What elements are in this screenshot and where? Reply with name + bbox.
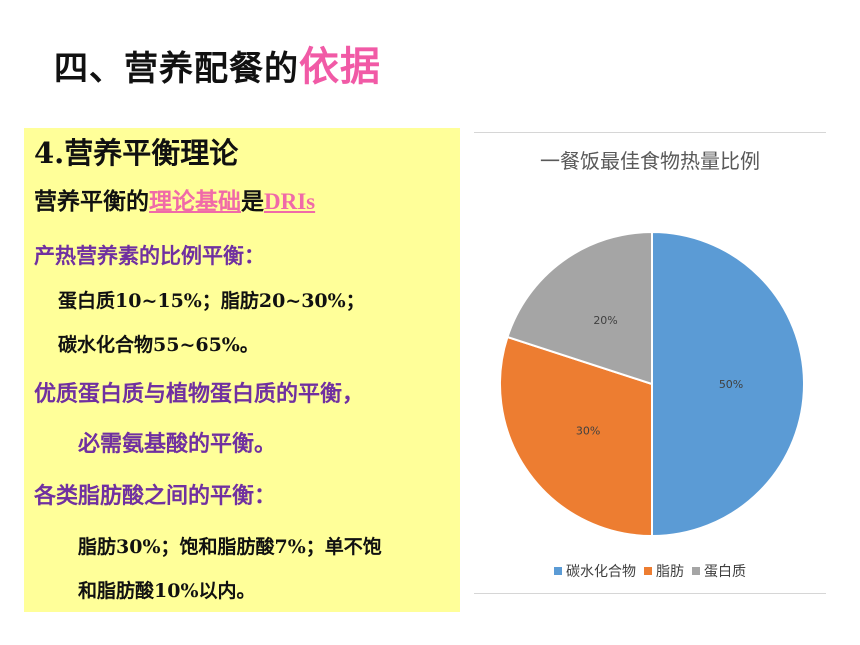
legend-label: 碳水化合物 [566,564,636,580]
title-prefix: 四、营养配餐的 [54,49,299,89]
pie-slice-3 [506,230,653,386]
protein-balance-line: 优质蛋白质与植物蛋白质的平衡， [34,381,365,407]
theory-basis-link[interactable]: 理论基础 [149,188,241,215]
legend-swatch [644,567,652,575]
fatty-acid-line-1: 脂肪30%；饱和脂肪酸7%；单不饱 [78,536,382,558]
legend-label: 脂肪 [656,564,684,580]
energy-ratio-line-2: 碳水化合物55~65%。 [58,334,259,356]
fatty-acid-line-2: 和脂肪酸10%以内。 [78,580,256,602]
energy-ratio-line-1: 蛋白质10~15%；脂肪20~30%； [58,290,365,312]
pie-slice-1 [651,230,805,538]
legend-swatch [692,567,700,575]
dris-text-a: 营养平衡的 [34,188,149,215]
pie-slice-2 [499,335,653,538]
pie-plot: 50% 30% 20% [499,230,805,538]
chart-legend: 碳水化合物 脂肪 蛋白质 [474,561,826,581]
pie-slice-label-2: 30% [576,424,600,437]
legend-label: 蛋白质 [704,564,746,580]
dris-link[interactable]: DRIs [264,189,316,214]
page-title: 四、营养配餐的依据 [54,34,381,92]
pie-slice-label-1: 50% [719,378,743,391]
legend-swatch [554,567,562,575]
chart-title: 一餐饭最佳食物热量比例 [540,149,760,173]
pie-chart: 一餐饭最佳食物热量比例 50% 30% 20% 碳水化合物 脂肪 蛋白质 [474,132,826,594]
legend-item-1: 碳水化合物 [554,561,636,581]
content-panel: 4.营养平衡理论 营养平衡的理论基础是DRIs 产热营养素的比例平衡： 蛋白质1… [24,128,460,612]
section-heading: 4.营养平衡理论 [34,136,239,170]
title-highlight: 依据 [299,44,381,90]
energy-ratio-heading: 产热营养素的比例平衡： [34,243,265,268]
fatty-acid-heading: 各类脂肪酸之间的平衡： [34,483,277,509]
dris-text-c: 是 [241,188,264,215]
pie-slice-label-3: 20% [593,314,617,327]
legend-item-2: 脂肪 [644,561,684,581]
amino-acid-line: 必需氨基酸的平衡。 [78,431,277,457]
legend-item-3: 蛋白质 [692,561,746,581]
dris-line: 营养平衡的理论基础是DRIs [34,182,315,216]
